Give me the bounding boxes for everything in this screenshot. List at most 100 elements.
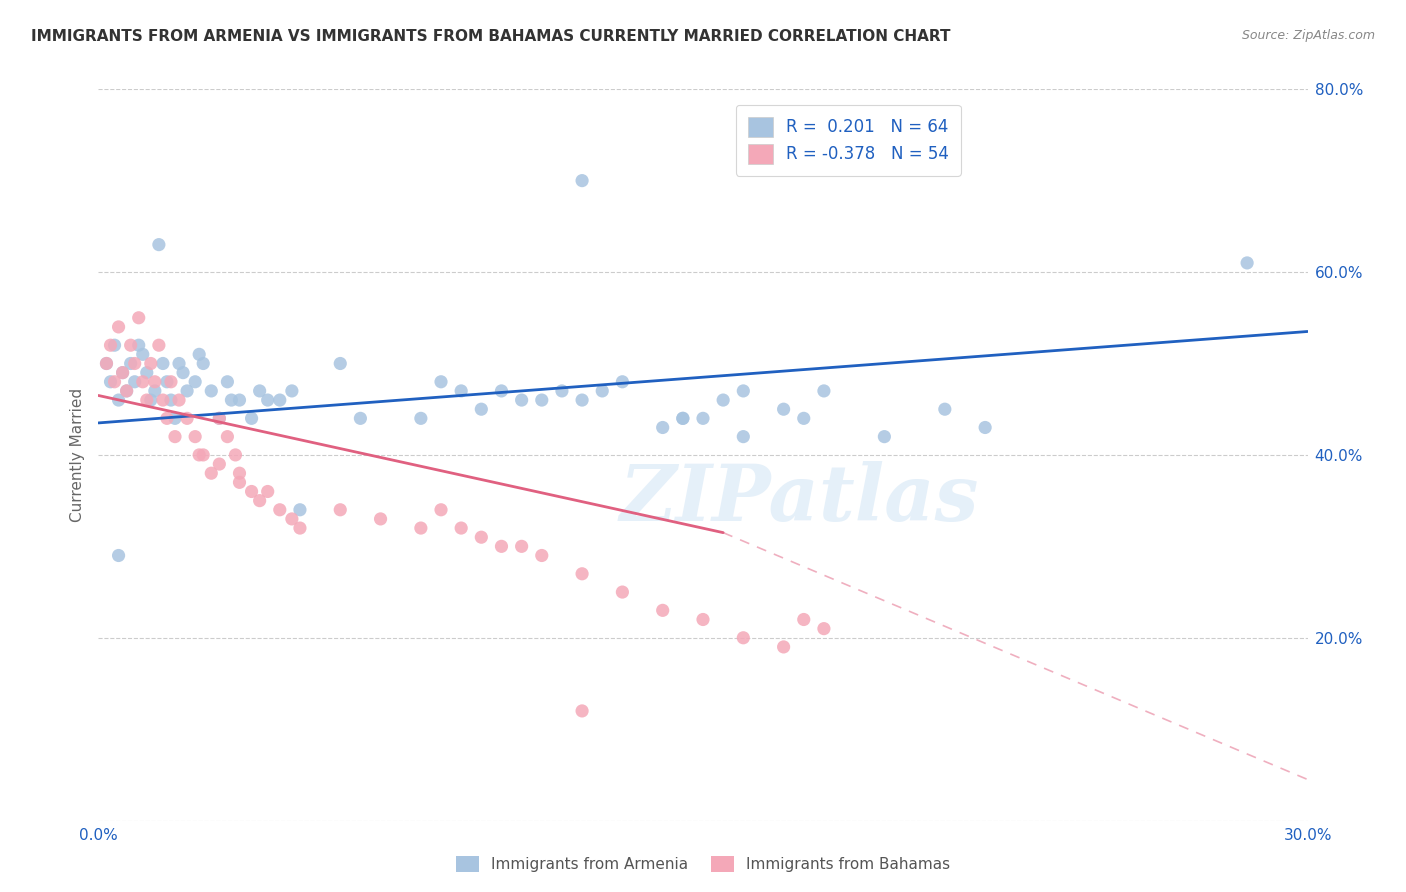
Point	[793, 613, 815, 627]
Text: IMMIGRANTS FROM ARMENIA VS IMMIGRANTS FROM BAHAMAS CURRENTLY MARRIED CORRELATION: IMMIGRANTS FROM ARMENIA VS IMMIGRANTS FR…	[31, 29, 950, 44]
Point	[176, 411, 198, 425]
Point	[711, 392, 734, 407]
Point	[172, 366, 194, 380]
Point	[208, 411, 231, 425]
Point	[692, 613, 714, 627]
Point	[256, 392, 278, 407]
Point	[217, 375, 239, 389]
Point	[510, 392, 533, 407]
Point	[111, 366, 134, 380]
Point	[188, 448, 211, 462]
Point	[120, 356, 142, 371]
Point	[329, 356, 352, 371]
Point	[208, 411, 231, 425]
Point	[124, 375, 146, 389]
Point	[139, 356, 162, 371]
Point	[100, 338, 122, 352]
Point	[224, 448, 246, 462]
Point	[111, 366, 134, 380]
Point	[103, 375, 125, 389]
Point	[470, 402, 492, 417]
Point	[184, 375, 207, 389]
Point	[228, 466, 250, 480]
Point	[107, 319, 129, 334]
Point	[651, 420, 673, 434]
Point	[143, 375, 166, 389]
Point	[200, 384, 222, 398]
Point	[571, 566, 593, 581]
Point	[156, 375, 179, 389]
Text: Source: ZipAtlas.com: Source: ZipAtlas.com	[1241, 29, 1375, 42]
Point	[135, 366, 157, 380]
Point	[103, 338, 125, 352]
Point	[167, 392, 190, 407]
Point	[612, 375, 634, 389]
Point	[409, 411, 432, 425]
Point	[184, 430, 207, 444]
Point	[217, 430, 239, 444]
Point	[370, 512, 392, 526]
Point	[120, 338, 142, 352]
Point	[176, 384, 198, 398]
Point	[249, 493, 271, 508]
Point	[128, 310, 150, 325]
Point	[450, 521, 472, 535]
Point	[813, 384, 835, 398]
Point	[934, 402, 956, 417]
Y-axis label: Currently Married: Currently Married	[69, 388, 84, 522]
Point	[281, 384, 304, 398]
Point	[143, 384, 166, 398]
Point	[96, 356, 118, 371]
Point	[692, 411, 714, 425]
Point	[491, 539, 513, 553]
Point	[256, 484, 278, 499]
Point	[450, 384, 472, 398]
Point	[409, 521, 432, 535]
Point	[873, 430, 896, 444]
Point	[1236, 256, 1258, 270]
Point	[160, 392, 183, 407]
Point	[571, 173, 593, 188]
Point	[115, 384, 138, 398]
Point	[135, 392, 157, 407]
Point	[240, 484, 263, 499]
Point	[430, 503, 453, 517]
Point	[571, 704, 593, 718]
Point	[100, 375, 122, 389]
Point	[96, 356, 118, 371]
Point	[167, 356, 190, 371]
Point	[228, 475, 250, 490]
Point	[733, 430, 755, 444]
Point	[591, 384, 613, 398]
Point	[221, 392, 243, 407]
Point	[115, 384, 138, 398]
Point	[269, 503, 291, 517]
Point	[193, 356, 215, 371]
Point	[132, 375, 155, 389]
Point	[974, 420, 997, 434]
Point	[491, 384, 513, 398]
Point	[124, 356, 146, 371]
Point	[672, 411, 695, 425]
Point	[163, 430, 186, 444]
Point	[672, 411, 695, 425]
Point	[288, 521, 311, 535]
Point	[156, 411, 179, 425]
Point	[772, 402, 794, 417]
Point	[193, 448, 215, 462]
Point	[612, 585, 634, 599]
Point	[148, 237, 170, 252]
Point	[651, 603, 673, 617]
Point	[288, 503, 311, 517]
Point	[148, 338, 170, 352]
Point	[349, 411, 371, 425]
Legend: Immigrants from Armenia, Immigrants from Bahamas: Immigrants from Armenia, Immigrants from…	[449, 848, 957, 880]
Point	[200, 466, 222, 480]
Point	[188, 347, 211, 361]
Point	[430, 375, 453, 389]
Point	[128, 338, 150, 352]
Point	[530, 549, 553, 563]
Point	[329, 503, 352, 517]
Point	[107, 392, 129, 407]
Point	[571, 392, 593, 407]
